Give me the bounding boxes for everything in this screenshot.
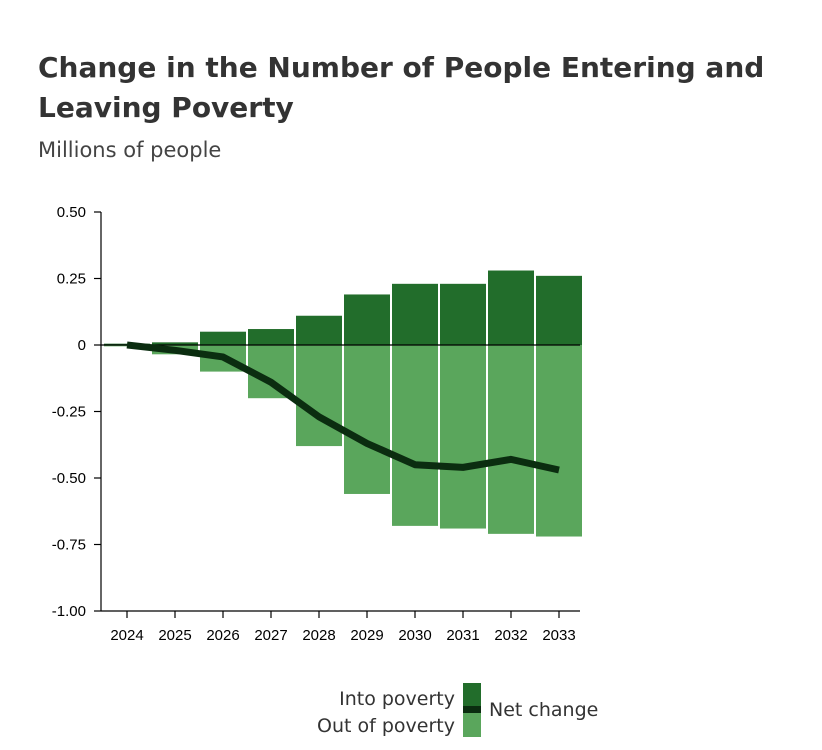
net-change-line-group: [126, 341, 560, 474]
bar-into-poverty-2024: [104, 343, 150, 345]
bar-into-poverty-2025: [152, 342, 198, 345]
bars-group: [104, 270, 582, 537]
y-tick-label: -0.25: [52, 404, 86, 421]
bar-into-poverty-2031: [440, 283, 486, 345]
y-tick-label: -0.50: [52, 470, 86, 487]
x-tick-label-2030: 2030: [398, 627, 431, 644]
axes-group: 0.50 0.25 0 -0.25 -0.50 -0.75 -1.00 2024 2025 202…: [52, 204, 580, 644]
bar-into-poverty-2026: [200, 331, 246, 345]
bar-into-poverty-2027: [248, 329, 294, 345]
y-tick-label: 0.50: [57, 204, 86, 221]
x-tick-label-2032: 2032: [494, 627, 527, 644]
y-tick-label: -1.00: [52, 603, 86, 620]
x-tick-label-2027: 2027: [254, 627, 287, 644]
legend-label-out-of-poverty: Out of poverty: [317, 715, 455, 737]
bar-into-poverty-2029: [344, 294, 390, 345]
bar-out-of-poverty-2029: [344, 345, 390, 494]
legend-label-into-poverty: Into poverty: [339, 688, 455, 710]
legend-swatch-into-poverty: [463, 683, 481, 710]
bar-out-of-poverty-2031: [440, 345, 486, 529]
x-tick-label-2025: 2025: [158, 627, 191, 644]
bar-out-of-poverty-2030: [392, 345, 438, 526]
net-change-line: [126, 341, 560, 474]
bar-into-poverty-2032: [488, 270, 534, 345]
bar-into-poverty-2033: [536, 275, 582, 345]
x-tick-label-2028: 2028: [302, 627, 335, 644]
legend-label-net-change: Net change: [489, 699, 598, 721]
chart-subtitle: Millions of people: [38, 138, 222, 162]
x-tick-label-2031: 2031: [446, 627, 479, 644]
bar-out-of-poverty-2028: [296, 345, 342, 447]
y-tick-label: 0: [78, 337, 86, 354]
y-tick-label: 0.25: [57, 271, 86, 288]
chart-title: Change in the Number of People Entering …: [38, 51, 765, 124]
x-tick-label-2026: 2026: [206, 627, 239, 644]
x-tick-label-2024: 2024: [110, 627, 143, 644]
legend: Into poverty Out of poverty Net change: [317, 683, 598, 737]
bar-into-poverty-2030: [392, 283, 438, 345]
x-tick-label-2029: 2029: [350, 627, 383, 644]
legend-swatch-out-of-poverty: [463, 710, 481, 737]
legend-swatch-net-change: [463, 706, 481, 713]
bar-out-of-poverty-2032: [488, 345, 534, 534]
bar-into-poverty-2028: [296, 315, 342, 345]
y-tick-label: -0.75: [52, 537, 86, 554]
x-tick-label-2033: 2033: [542, 627, 575, 644]
bar-out-of-poverty-2033: [536, 345, 582, 537]
